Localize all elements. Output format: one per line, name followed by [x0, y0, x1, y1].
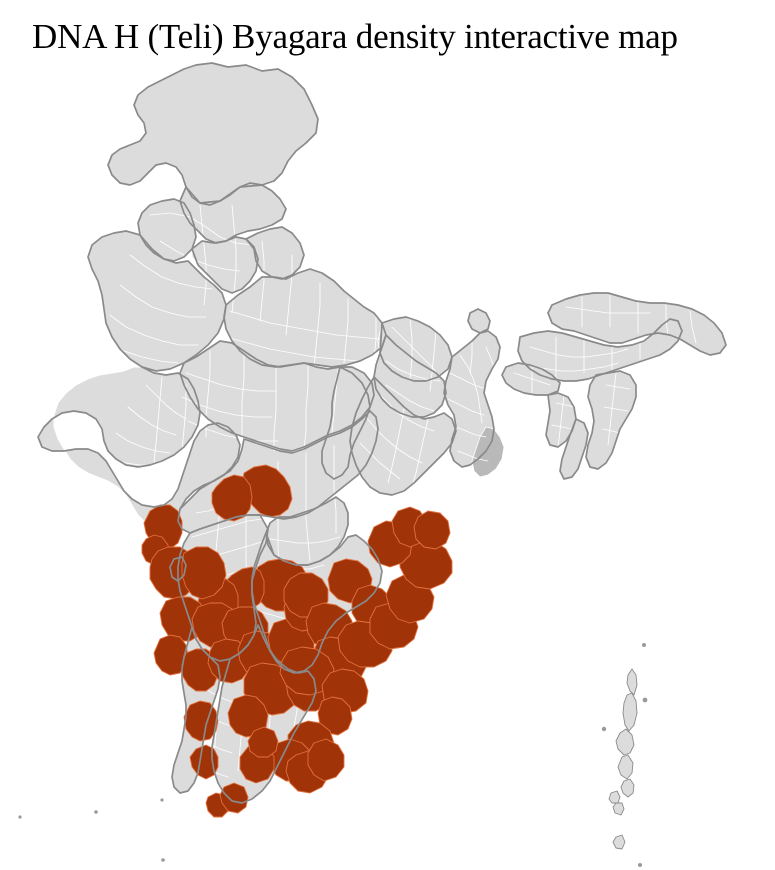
highlight-district-krishnagiri[interactable] — [219, 782, 249, 814]
interactive-map-canvas[interactable] — [0, 55, 775, 870]
andaman-nicobar-islands[interactable] — [601, 643, 650, 870]
highlight-district-nellore[interactable] — [317, 696, 353, 736]
highlight-district-dharmapuri[interactable] — [247, 726, 279, 758]
highlight-district-srikakulam[interactable] — [413, 510, 451, 550]
india-district-map[interactable] — [0, 55, 775, 870]
page-title: DNA H (Teli) Byagara density interactive… — [32, 17, 678, 56]
highlight-district-uttara-kannada[interactable] — [183, 700, 219, 742]
highlight-district-villupuram[interactable] — [307, 738, 345, 782]
lakshadweep-dots — [18, 798, 165, 862]
highlight-district-amravati[interactable] — [211, 474, 253, 522]
map-landmass-layer — [37, 62, 727, 804]
region-south24-parganas[interactable] — [471, 426, 505, 478]
region-jammu-kashmir[interactable] — [107, 62, 319, 206]
state-boundaries-layer — [37, 62, 727, 804]
highlighted-districts-layer[interactable] — [141, 464, 453, 818]
